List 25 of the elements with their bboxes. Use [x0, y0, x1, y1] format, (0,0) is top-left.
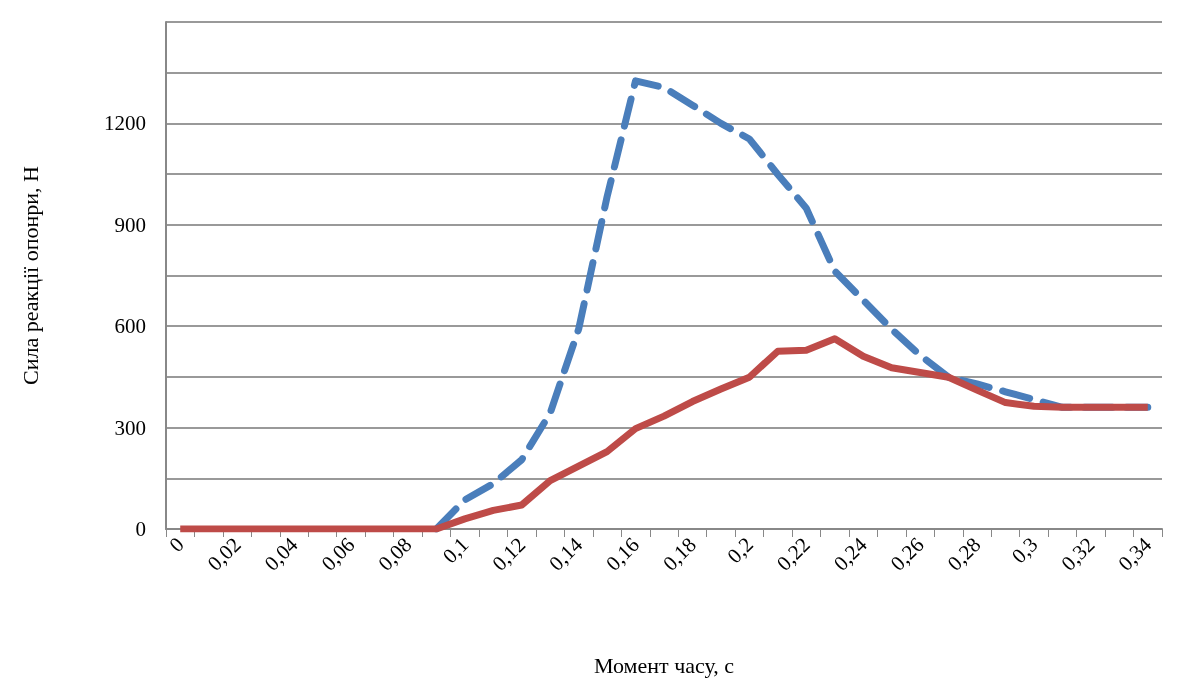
x-tick-label: 0,16: [601, 532, 645, 576]
y-tick-label: 900: [114, 212, 146, 237]
x-tick-label: 0,34: [1113, 532, 1157, 576]
x-tick-label: 0,1: [437, 532, 474, 569]
x-tick-label: 0,2: [722, 532, 758, 569]
x-tick-label: 0,08: [373, 532, 417, 576]
x-tick-label: 0,24: [828, 532, 873, 576]
y-tick-label: 1200: [104, 111, 146, 136]
x-tick-label: 0,26: [885, 532, 929, 576]
y-tick-label: 300: [114, 415, 146, 440]
y-tick-label: 600: [114, 314, 146, 339]
x-tick-label: 0,06: [316, 532, 360, 576]
x-tick-label: 0,14: [544, 532, 588, 576]
x-tick-label: 0: [164, 532, 189, 557]
x-tick-label: 0,32: [1056, 532, 1100, 576]
x-tick-label: 0,28: [942, 532, 986, 576]
x-tick-label: 0,12: [487, 532, 531, 576]
x-tick-label: 0,18: [658, 532, 701, 576]
x-tick-label: 0,22: [771, 532, 815, 576]
y-axis-title: Сила реакції опонри, Н: [17, 165, 43, 385]
x-tick-label: 0,3: [1006, 532, 1043, 569]
y-tick-label: 0: [135, 517, 146, 541]
x-tick-label: 0,02: [202, 532, 246, 576]
x-tick-label: 0,04: [259, 532, 303, 576]
x-axis-title: Момент часу, с: [593, 652, 735, 678]
